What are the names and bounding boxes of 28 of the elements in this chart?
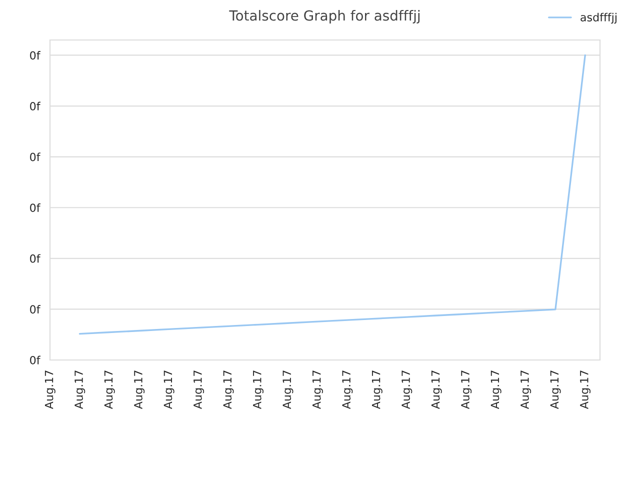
text: 0f: [30, 304, 40, 314]
text: 0f: [30, 203, 40, 212]
x-tick-label: Aug.17: [342, 370, 353, 409]
text: 0f: [30, 102, 40, 110]
x-tick-label: Aug.17: [402, 370, 412, 409]
text: 0f: [30, 254, 40, 263]
x-tick-label: Aug.17: [490, 370, 502, 409]
text: 0f: [30, 51, 40, 60]
x-tick-label: Aug.17: [461, 370, 472, 409]
text: 0f: [30, 152, 40, 162]
x-tick-label: Aug.17: [312, 370, 323, 409]
legend-label: asdfffjj: [580, 12, 616, 24]
x-tick-label: Aug.17: [134, 370, 145, 409]
text: 0f: [30, 356, 40, 364]
x-tick-label: Aug.17: [44, 370, 56, 409]
x-tick-label: Aug.17: [74, 370, 86, 409]
x-tick-label: Aug.17: [431, 370, 442, 409]
x-tick-label: Aug.17: [550, 370, 561, 409]
x-tick-label: Aug.17: [372, 370, 382, 409]
x-tick-label: Aug.17: [104, 370, 115, 409]
x-tick-label: Aug.17: [253, 370, 264, 409]
x-tick-label: Aug.17: [164, 370, 174, 409]
x-tick-label: Aug.17: [580, 370, 591, 409]
x-tick-label: Aug.17: [223, 370, 234, 409]
chart-title: Totalscore Graph for asdfffjj: [229, 10, 420, 24]
x-tick-label: Aug.17: [194, 370, 204, 409]
x-tick-label: Aug.17: [520, 370, 532, 409]
x-tick-label: Aug.17: [282, 370, 294, 409]
